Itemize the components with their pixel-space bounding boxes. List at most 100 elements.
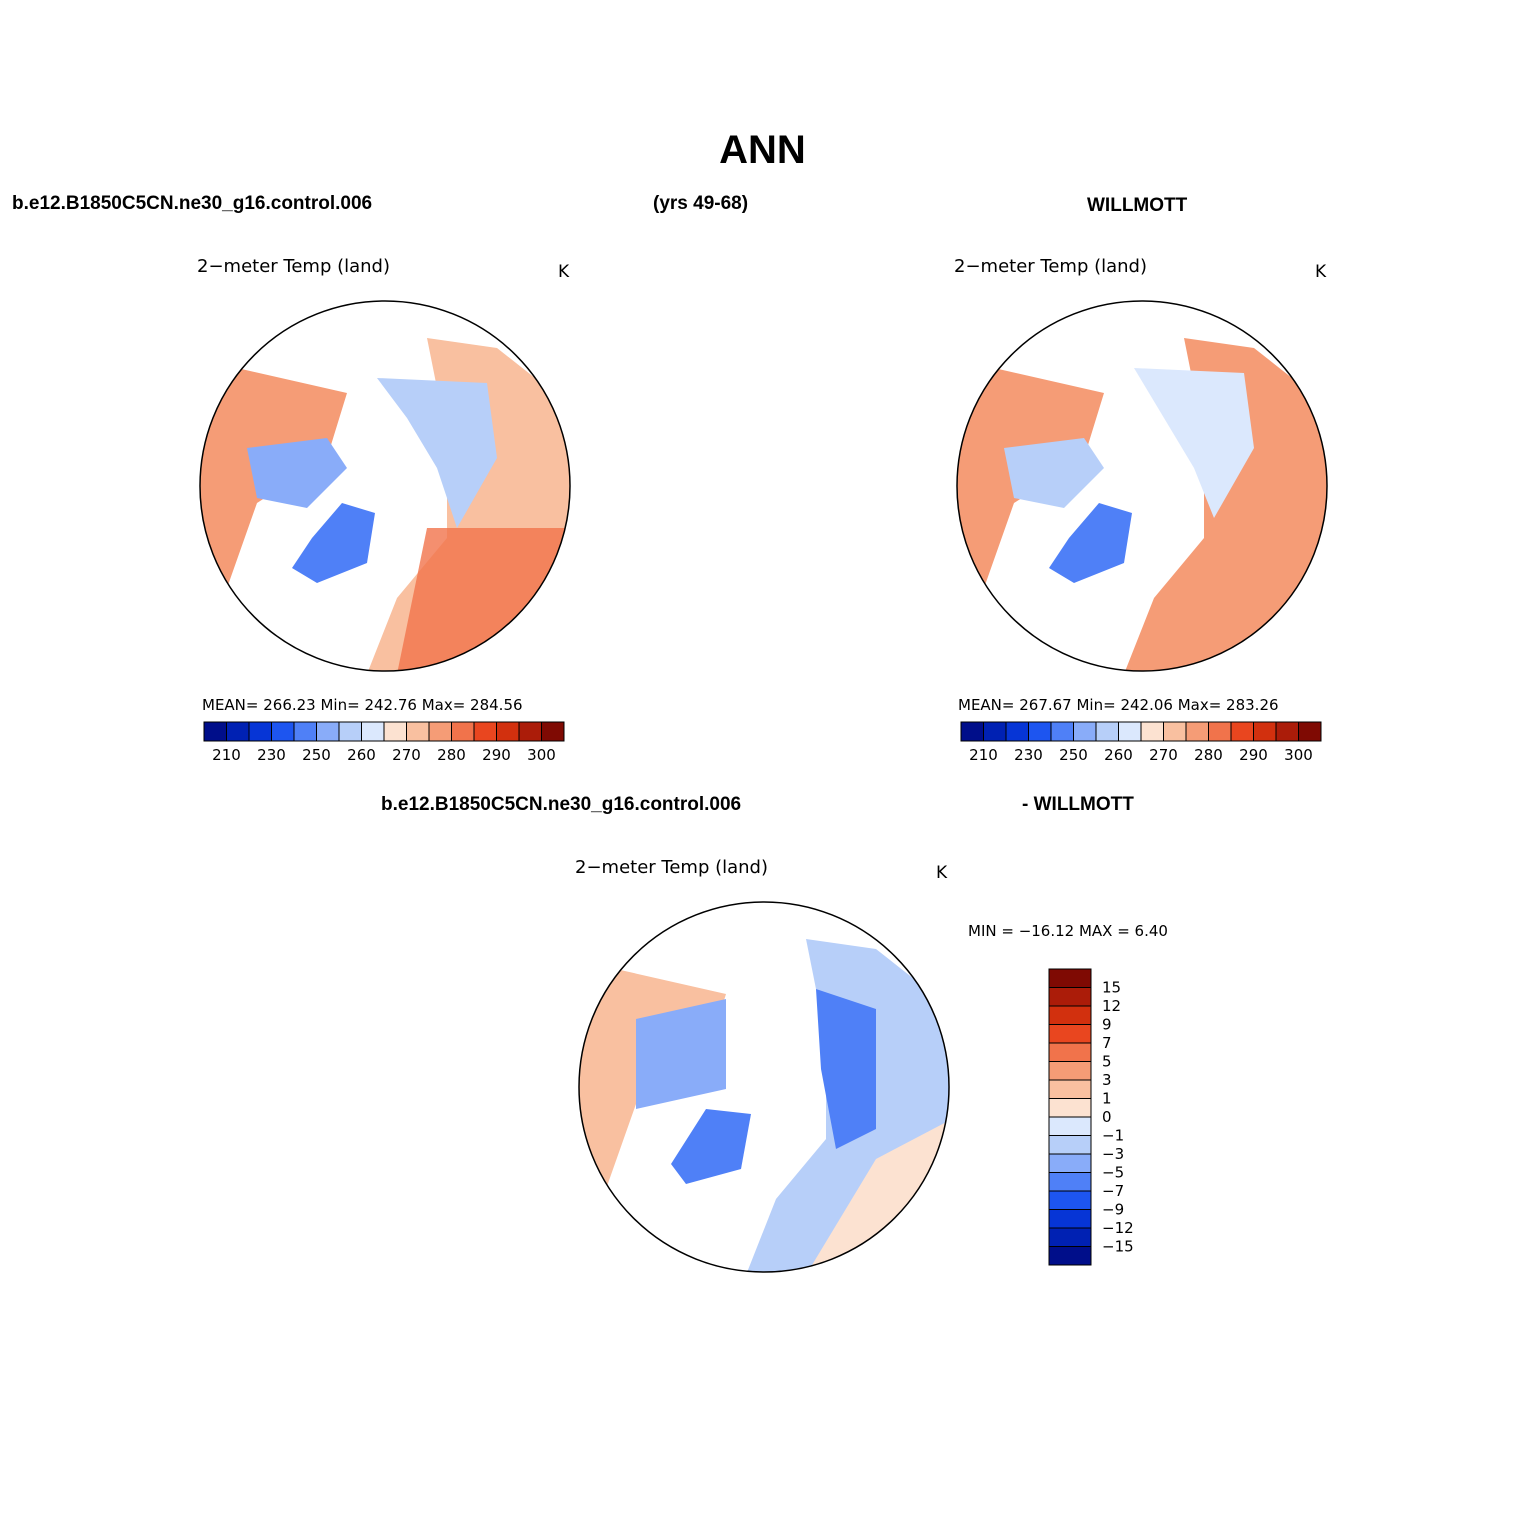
- model-region-canada: [247, 438, 347, 508]
- model-units: K: [558, 262, 570, 282]
- diff-colorbar-label: −3: [1102, 1145, 1124, 1163]
- diff-colorbar-swatch: [1048, 1135, 1092, 1155]
- colorbar-swatch: [361, 721, 385, 742]
- diff-colorbar-swatch: [1048, 1209, 1092, 1229]
- diff-colorbar-swatch: [1048, 1246, 1092, 1266]
- colorbar-swatch: [1230, 721, 1254, 742]
- colorbar-label: 260: [1104, 746, 1133, 764]
- model-region-europe: [397, 528, 570, 671]
- diff-colorbar-label: 12: [1102, 997, 1121, 1015]
- colorbar-label: 260: [347, 746, 376, 764]
- diff-colorbar-swatch: [1048, 1005, 1092, 1025]
- diff-region-siberia: [816, 989, 876, 1149]
- diff-colorbar-label: 7: [1102, 1034, 1112, 1052]
- model-colorbar: [203, 721, 565, 742]
- colorbar-swatch: [293, 721, 317, 742]
- obs-polar-map: [956, 300, 1328, 672]
- obs-name: WILLMOTT: [1087, 195, 1188, 216]
- colorbar-swatch: [338, 721, 362, 742]
- diff-colorbar-label: −15: [1102, 1238, 1134, 1256]
- colorbar-swatch: [518, 721, 542, 742]
- colorbar-swatch: [1140, 721, 1164, 742]
- diff-colorbar-label: 0: [1102, 1108, 1112, 1126]
- colorbar-swatch: [383, 721, 407, 742]
- colorbar-swatch: [226, 721, 250, 742]
- colorbar-label: 300: [1284, 746, 1313, 764]
- diff-colorbar-swatch: [1048, 1061, 1092, 1081]
- diff-colorbar-label: 9: [1102, 1016, 1112, 1034]
- colorbar-swatch: [316, 721, 340, 742]
- model-panel-title: 2−meter Temp (land): [197, 256, 390, 277]
- model-region-greenland: [292, 503, 375, 583]
- diff-colorbar-label: −9: [1102, 1201, 1124, 1219]
- diff-colorbar-label: 5: [1102, 1053, 1112, 1071]
- colorbar-swatch: [1095, 721, 1119, 742]
- obs-region-greenland: [1049, 503, 1132, 583]
- diff-colorbar-swatch: [1048, 1024, 1092, 1044]
- diff-colorbar-swatch: [1048, 1172, 1092, 1192]
- colorbar-swatch: [960, 721, 984, 742]
- colorbar-swatch: [248, 721, 272, 742]
- colorbar-swatch: [271, 721, 295, 742]
- colorbar-swatch: [203, 721, 227, 742]
- obs-colorbar: [960, 721, 1322, 742]
- colorbar-label: 280: [1194, 746, 1223, 764]
- diff-colorbar-swatch: [1048, 1098, 1092, 1118]
- diff-units: K: [936, 863, 948, 883]
- colorbar-label: 300: [527, 746, 556, 764]
- colorbar-swatch: [541, 721, 565, 742]
- diff-colorbar-label: 3: [1102, 1071, 1112, 1089]
- diff-colorbar-swatch: [1048, 968, 1092, 988]
- diff-colorbar-swatch: [1048, 1079, 1092, 1099]
- obs-map-border: [956, 300, 1328, 672]
- colorbar-swatch: [1005, 721, 1029, 742]
- colorbar-swatch: [1050, 721, 1074, 742]
- diff-polar-map: [578, 901, 950, 1273]
- colorbar-label: 250: [1059, 746, 1088, 764]
- obs-region-eurasia: [1124, 338, 1327, 671]
- diff-obs-name: - WILLMOTT: [1022, 794, 1134, 815]
- colorbar-label: 270: [392, 746, 421, 764]
- diff-map-border: [578, 901, 950, 1273]
- obs-units: K: [1315, 262, 1327, 282]
- colorbar-label: 270: [1149, 746, 1178, 764]
- diff-colorbar-swatch: [1048, 987, 1092, 1007]
- diff-colorbar-label: −12: [1102, 1219, 1134, 1237]
- obs-region-canada: [1004, 438, 1104, 508]
- diff-stats: MIN = −16.12 MAX = 6.40: [968, 922, 1168, 940]
- diff-case-name: b.e12.B1850C5CN.ne30_g16.control.006: [381, 794, 742, 815]
- model-map-border: [199, 300, 571, 672]
- diff-panel-title: 2−meter Temp (land): [575, 857, 768, 878]
- colorbar-label: 210: [969, 746, 998, 764]
- diff-colorbar-label: −1: [1102, 1127, 1124, 1145]
- colorbar-swatch: [1118, 721, 1142, 742]
- obs-colorbar-labels: 210 230 250 260 270 280 290 300: [960, 746, 1360, 766]
- diff-colorbar-swatch: [1048, 1153, 1092, 1173]
- colorbar-swatch: [428, 721, 452, 742]
- diff-colorbar-label: −5: [1102, 1164, 1124, 1182]
- model-stats: MEAN= 266.23 Min= 242.76 Max= 284.56: [202, 696, 523, 714]
- colorbar-swatch: [1275, 721, 1299, 742]
- model-case-name: b.e12.B1850C5CN.ne30_g16.control.006: [12, 193, 373, 214]
- colorbar-label: 290: [482, 746, 511, 764]
- colorbar-swatch: [473, 721, 497, 742]
- colorbar-label: 250: [302, 746, 331, 764]
- colorbar-label: 230: [1014, 746, 1043, 764]
- model-polar-map: [199, 300, 571, 672]
- diff-colorbar-label: 15: [1102, 979, 1121, 997]
- diff-region-canada: [636, 999, 726, 1109]
- obs-region-siberia: [1134, 368, 1254, 518]
- diff-colorbar-swatch: [1048, 1227, 1092, 1247]
- colorbar-swatch: [1073, 721, 1097, 742]
- colorbar-swatch: [451, 721, 475, 742]
- diff-colorbar-label: 1: [1102, 1090, 1112, 1108]
- diff-colorbar-swatch: [1048, 1116, 1092, 1136]
- model-region-siberia: [377, 378, 497, 528]
- colorbar-swatch: [496, 721, 520, 742]
- diff-colorbar-swatch: [1048, 1042, 1092, 1062]
- colorbar-swatch: [1185, 721, 1209, 742]
- colorbar-label: 210: [212, 746, 241, 764]
- colorbar-label: 290: [1239, 746, 1268, 764]
- colorbar-swatch: [1163, 721, 1187, 742]
